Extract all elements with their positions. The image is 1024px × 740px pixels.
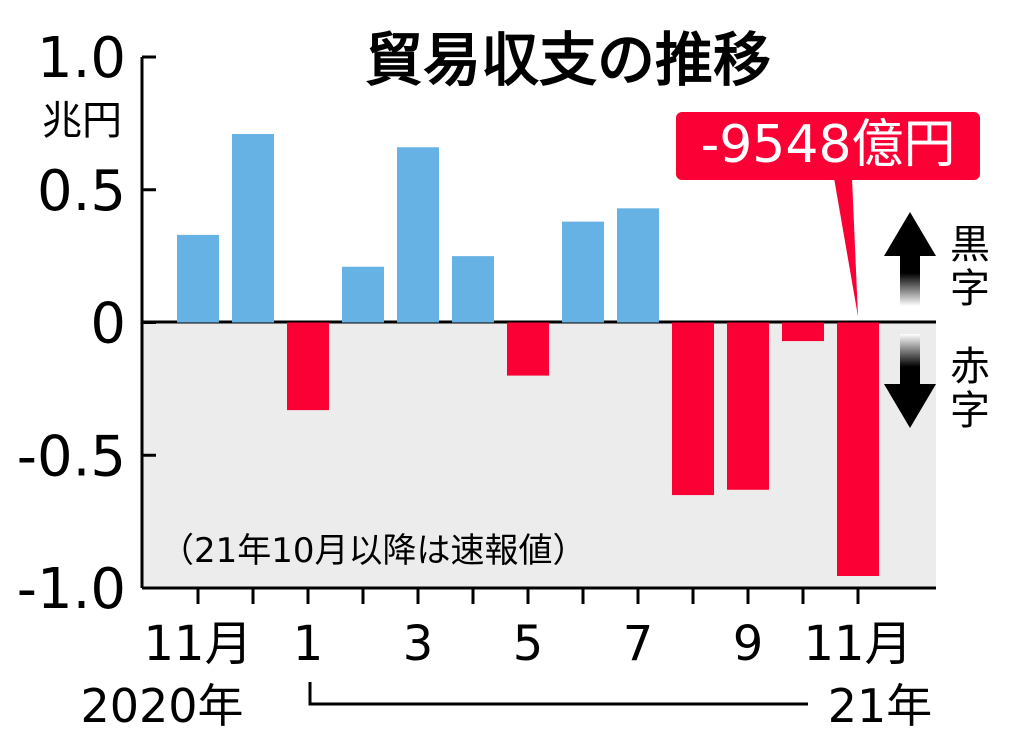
bar-2021-11	[837, 322, 879, 576]
unit-label: 兆円	[42, 98, 122, 144]
x-tick-label: 9	[733, 616, 764, 672]
surplus-arrow-icon	[884, 212, 936, 306]
bar-2021-06	[562, 221, 604, 323]
bar-2021-09	[727, 322, 769, 490]
callout-box	[676, 112, 980, 180]
deficit-arrow-icon	[884, 334, 936, 428]
bar-2021-10	[782, 322, 824, 342]
surplus-deficit-indicator: 黒字 赤字	[884, 212, 990, 434]
x-tick-label: 1	[293, 616, 324, 672]
bar-2021-01	[287, 322, 329, 411]
y-tick-label: 1.0	[37, 26, 126, 91]
x-tick-label: 3	[403, 616, 434, 672]
chart-title: 貿易収支の推移	[365, 26, 771, 94]
bar-2021-08	[672, 322, 714, 496]
x-tick-label: 11月	[143, 616, 252, 672]
deficit-label: 赤字	[950, 344, 990, 434]
surplus-label: 黒字	[950, 222, 990, 312]
bars	[177, 133, 879, 576]
x-tick-label: 5	[513, 616, 544, 672]
x-ticks: 11月 1 3 5 7 9 11月	[143, 588, 913, 672]
bar-2021-05	[507, 322, 549, 376]
callout-text: -9548億円	[700, 115, 955, 175]
bar-2020-12	[232, 133, 274, 323]
callout: -9548億円	[676, 112, 980, 317]
bar-2020-11	[177, 234, 219, 323]
y-ticks: 1.0 0.5 0 -0.5 -1.0	[17, 26, 156, 622]
callout-pointer	[834, 178, 858, 317]
bar-2021-02	[342, 266, 384, 323]
note-preliminary: （21年10月以降は速報値）	[160, 531, 587, 571]
y-tick-label: 0	[90, 292, 126, 357]
y-tick-label: -0.5	[17, 424, 126, 489]
y-tick-label: -1.0	[17, 557, 126, 622]
bar-2021-04	[452, 256, 494, 323]
y-tick-label: 0.5	[37, 159, 126, 224]
x-tick-label: 7	[623, 616, 654, 672]
year-bracket	[308, 682, 808, 706]
bar-2021-07	[617, 208, 659, 323]
x-tick-label: 11月	[803, 616, 912, 672]
bar-2021-03	[397, 147, 439, 323]
year-label-end: 21年	[828, 679, 933, 733]
year-label-start: 2020年	[80, 679, 243, 733]
